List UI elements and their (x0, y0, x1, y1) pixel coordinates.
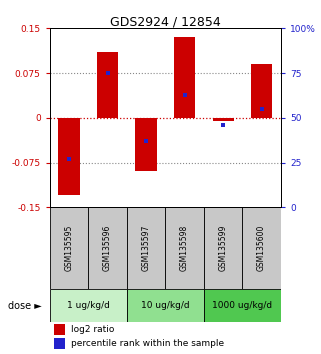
Bar (88, 207, 127, 289)
Bar (135, 118, 157, 171)
Bar (58, 118, 80, 195)
Text: 1 ug/kg/d: 1 ug/kg/d (67, 301, 110, 310)
Bar (174, 37, 195, 118)
Text: GSM135597: GSM135597 (142, 225, 151, 272)
Bar (54, 324, 65, 335)
Bar (165, 207, 204, 289)
Bar (213, 118, 234, 121)
Title: GDS2924 / 12854: GDS2924 / 12854 (110, 15, 221, 28)
Text: dose ►: dose ► (8, 301, 42, 311)
Text: GSM135595: GSM135595 (65, 225, 74, 272)
Text: GSM135600: GSM135600 (257, 225, 266, 272)
Text: 1000 ug/kg/d: 1000 ug/kg/d (212, 301, 273, 310)
Bar (50, 289, 127, 322)
Text: GSM135599: GSM135599 (219, 225, 228, 272)
Text: GSM135596: GSM135596 (103, 225, 112, 272)
Bar (204, 289, 281, 322)
Text: log2 ratio: log2 ratio (71, 325, 114, 334)
Bar (50, 207, 88, 289)
Bar (97, 52, 118, 118)
Bar (251, 64, 272, 118)
Bar (242, 207, 281, 289)
Text: 10 ug/kg/d: 10 ug/kg/d (141, 301, 190, 310)
Bar (127, 289, 204, 322)
Bar (204, 207, 242, 289)
Text: GSM135598: GSM135598 (180, 225, 189, 271)
Bar (127, 207, 165, 289)
Bar (54, 338, 65, 349)
Text: percentile rank within the sample: percentile rank within the sample (71, 339, 224, 348)
